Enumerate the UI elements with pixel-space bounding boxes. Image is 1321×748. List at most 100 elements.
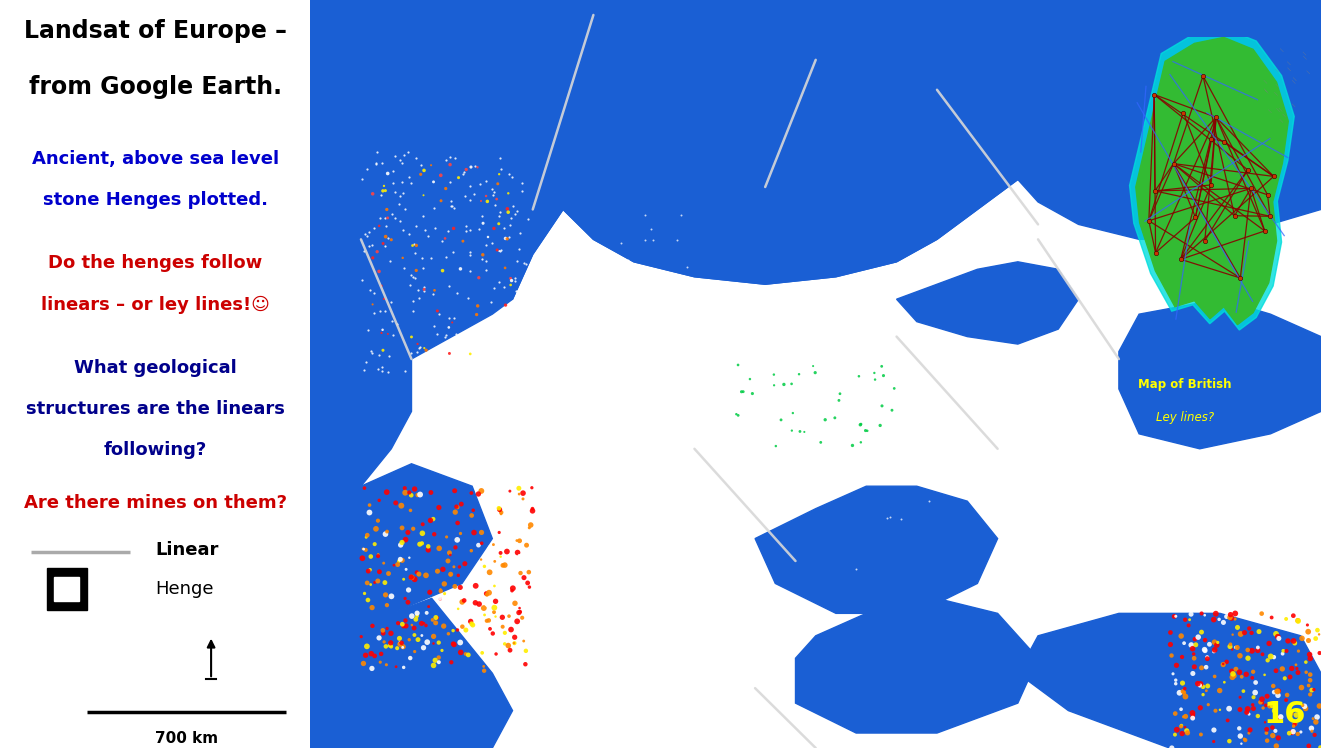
- Point: [1238, 652, 1259, 664]
- Point: [410, 168, 431, 180]
- Point: [476, 332, 497, 344]
- Point: [424, 222, 445, 234]
- Point: [1266, 685, 1287, 697]
- Point: [733, 303, 754, 315]
- Point: [361, 551, 382, 562]
- Point: [1252, 649, 1273, 660]
- Point: [353, 543, 374, 555]
- Point: [855, 425, 876, 437]
- Point: [517, 539, 538, 551]
- Point: [509, 597, 530, 609]
- Point: [391, 536, 412, 548]
- Point: [432, 563, 453, 575]
- Point: [1172, 651, 1193, 663]
- Point: [487, 178, 509, 190]
- Point: [491, 304, 513, 316]
- Point: [1243, 666, 1264, 678]
- Point: [499, 644, 520, 656]
- Point: [509, 482, 530, 494]
- Point: [1221, 612, 1242, 624]
- Point: [505, 208, 526, 220]
- Point: [375, 640, 396, 652]
- Point: [502, 591, 523, 603]
- Point: [390, 189, 411, 201]
- Point: [421, 252, 443, 264]
- Point: [485, 595, 506, 607]
- Point: [1309, 647, 1321, 659]
- Point: [441, 316, 462, 328]
- Point: [1144, 185, 1165, 197]
- Point: [509, 243, 530, 255]
- Point: [519, 352, 540, 364]
- Point: [489, 168, 510, 180]
- Point: [810, 436, 831, 448]
- Point: [413, 281, 435, 293]
- Point: [1166, 659, 1188, 671]
- Point: [417, 540, 439, 552]
- Point: [1296, 666, 1317, 678]
- Point: [482, 628, 503, 640]
- Point: [1203, 646, 1225, 657]
- Point: [517, 577, 538, 589]
- Point: [1194, 634, 1215, 646]
- Point: [705, 396, 727, 408]
- Point: [390, 539, 411, 551]
- Point: [1213, 616, 1234, 628]
- Point: [423, 631, 444, 643]
- Point: [1182, 711, 1203, 723]
- Point: [1288, 666, 1309, 678]
- Text: Do the henges follow: Do the henges follow: [48, 254, 263, 272]
- Point: [1222, 628, 1243, 640]
- Point: [569, 458, 590, 470]
- Polygon shape: [310, 0, 513, 239]
- Point: [384, 212, 406, 224]
- Point: [725, 408, 746, 420]
- Point: [439, 347, 460, 359]
- Point: [413, 342, 435, 354]
- Point: [435, 331, 456, 343]
- Point: [376, 212, 398, 224]
- Point: [1299, 740, 1320, 748]
- Point: [1268, 685, 1289, 697]
- Point: [1174, 711, 1196, 723]
- Point: [415, 619, 436, 631]
- Point: [1299, 649, 1320, 660]
- Point: [514, 571, 535, 583]
- Point: [728, 359, 749, 371]
- Point: [376, 599, 398, 611]
- Point: [424, 284, 445, 296]
- Point: [454, 190, 476, 202]
- Point: [416, 636, 437, 648]
- Text: Landsat of Europe –: Landsat of Europe –: [24, 19, 287, 43]
- Point: [964, 438, 985, 450]
- Point: [719, 313, 740, 325]
- Point: [497, 203, 518, 215]
- Point: [511, 186, 532, 197]
- Point: [412, 210, 433, 222]
- Polygon shape: [795, 598, 1038, 733]
- Point: [1222, 668, 1243, 680]
- Point: [425, 617, 446, 629]
- Point: [486, 193, 507, 205]
- Polygon shape: [310, 0, 382, 150]
- Point: [781, 425, 802, 437]
- Point: [440, 159, 461, 171]
- Point: [373, 344, 394, 356]
- Point: [1173, 711, 1194, 723]
- Point: [464, 527, 485, 539]
- Bar: [46, 568, 87, 610]
- Point: [598, 467, 620, 479]
- Point: [830, 343, 851, 355]
- Point: [395, 487, 416, 499]
- Text: Henge: Henge: [156, 580, 214, 598]
- Point: [357, 529, 378, 541]
- Point: [410, 488, 431, 500]
- Point: [505, 275, 526, 287]
- Point: [498, 168, 519, 180]
- Point: [520, 519, 542, 531]
- Point: [392, 224, 413, 236]
- Point: [489, 245, 510, 257]
- Point: [480, 566, 501, 578]
- Point: [457, 649, 478, 661]
- Point: [1256, 690, 1277, 702]
